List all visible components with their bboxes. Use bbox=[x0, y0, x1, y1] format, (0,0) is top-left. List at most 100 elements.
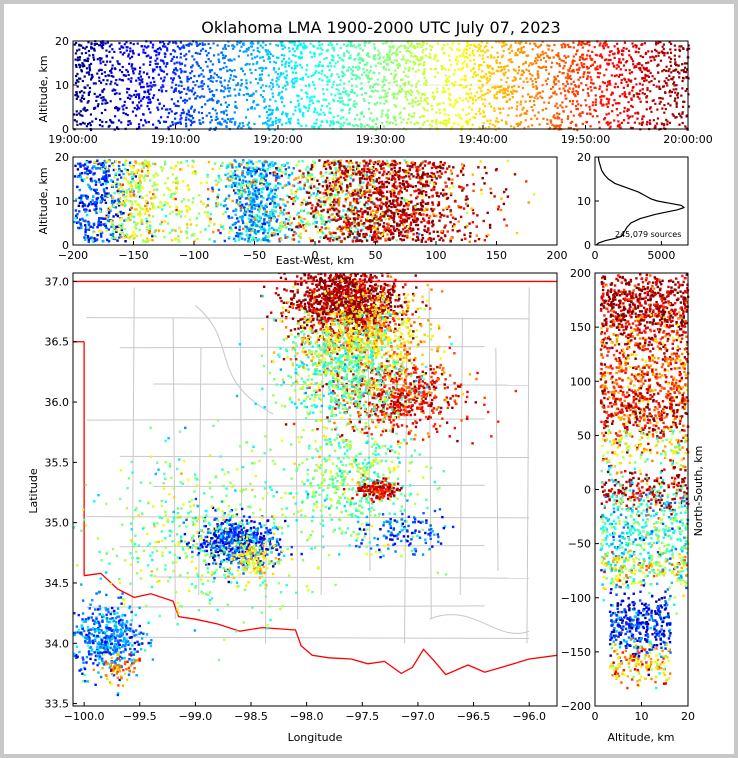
altitude-ew-source bbox=[132, 164, 135, 168]
altitude-time-source bbox=[462, 52, 465, 55]
x-tick-label: 19:50:00 bbox=[561, 133, 610, 146]
altitude-time-source bbox=[217, 100, 220, 103]
altitude-ew-source bbox=[137, 190, 140, 194]
altitude-ew-source bbox=[121, 203, 124, 206]
altitude-time-source bbox=[183, 98, 186, 101]
altitude-time-source bbox=[395, 80, 398, 83]
altitude-time-source bbox=[464, 79, 467, 82]
altitude-ew-source bbox=[409, 213, 412, 217]
altitude-time-source bbox=[171, 57, 174, 61]
altitude-ew-source bbox=[215, 205, 218, 208]
altitude-time-source bbox=[256, 61, 259, 64]
altitude-time-source bbox=[222, 54, 225, 57]
altitude-time-source bbox=[174, 67, 177, 70]
altitude-time-source bbox=[118, 63, 121, 66]
altitude-time-source bbox=[669, 51, 673, 54]
altitude-time-source bbox=[547, 72, 551, 75]
altitude-time-source bbox=[391, 93, 394, 96]
altitude-time-source bbox=[213, 72, 216, 75]
altitude-time-source bbox=[278, 92, 281, 95]
altitude-time-source bbox=[186, 75, 189, 78]
altitude-time-source bbox=[666, 120, 669, 123]
altitude-time-source bbox=[475, 91, 479, 94]
altitude-time-source bbox=[583, 58, 586, 61]
altitude-time-source bbox=[134, 95, 138, 99]
altitude-time-source bbox=[450, 48, 454, 51]
altitude-time-source bbox=[404, 95, 407, 99]
altitude-time-source bbox=[396, 92, 399, 95]
altitude-time-source bbox=[389, 48, 392, 51]
altitude-time-source bbox=[293, 67, 296, 70]
altitude-time-source bbox=[166, 49, 169, 52]
altitude-time-source bbox=[150, 85, 153, 88]
altitude-time-source bbox=[500, 78, 503, 81]
altitude-time-source bbox=[480, 90, 483, 93]
altitude-time-source bbox=[423, 70, 426, 73]
altitude-time-source bbox=[80, 44, 83, 47]
altitude-time-source bbox=[74, 64, 78, 67]
altitude-time-source bbox=[189, 71, 192, 75]
altitude-ew-source bbox=[320, 175, 323, 178]
altitude-time-source bbox=[100, 41, 103, 44]
x-tick-label: 19:10:00 bbox=[151, 133, 200, 146]
altitude-time-source bbox=[577, 68, 581, 71]
altitude-time-source bbox=[233, 88, 236, 91]
altitude-ew-source bbox=[74, 209, 78, 212]
altitude-time-source bbox=[351, 124, 354, 127]
altitude-ew-source bbox=[252, 228, 255, 232]
altitude-time-source bbox=[275, 106, 279, 109]
altitude-time-source bbox=[441, 67, 444, 71]
altitude-time-source bbox=[636, 117, 639, 120]
altitude-time-source bbox=[430, 125, 434, 128]
altitude-time-source bbox=[245, 47, 248, 51]
altitude-time-source bbox=[190, 89, 193, 92]
altitude-time-source bbox=[374, 64, 377, 67]
altitude-time-source bbox=[90, 128, 93, 132]
altitude-ew-source bbox=[241, 221, 245, 225]
altitude-time-source bbox=[598, 54, 602, 58]
altitude-ew-source bbox=[85, 208, 88, 212]
altitude-time-source bbox=[678, 48, 681, 51]
altitude-ew-source bbox=[87, 183, 90, 187]
altitude-time-source bbox=[533, 96, 536, 99]
altitude-ew-source bbox=[279, 222, 283, 226]
altitude-time-source bbox=[383, 102, 386, 105]
altitude-time-source bbox=[141, 97, 144, 100]
altitude-time-source bbox=[280, 95, 283, 98]
altitude-time-source bbox=[439, 122, 442, 125]
altitude-time-source bbox=[502, 72, 505, 75]
altitude-ew-source bbox=[304, 168, 308, 171]
altitude-time-source bbox=[290, 60, 293, 63]
altitude-time-source bbox=[291, 85, 294, 88]
altitude-ew-source bbox=[373, 213, 376, 217]
altitude-time-source bbox=[265, 66, 268, 70]
altitude-time-source bbox=[647, 50, 650, 53]
altitude-time-source bbox=[183, 87, 186, 91]
altitude-time-source bbox=[78, 58, 81, 61]
altitude-time-source bbox=[562, 72, 565, 75]
altitude-time-source bbox=[544, 51, 547, 55]
altitude-time-source bbox=[144, 51, 147, 55]
altitude-ew-source bbox=[132, 179, 135, 182]
altitude-time-source bbox=[254, 77, 258, 81]
altitude-time-source bbox=[610, 50, 613, 53]
altitude-time-source bbox=[397, 62, 400, 66]
altitude-time-source bbox=[91, 120, 94, 123]
altitude-ew-source bbox=[112, 225, 116, 228]
altitude-ew-source bbox=[430, 221, 434, 224]
altitude-time-source bbox=[419, 56, 423, 59]
altitude-time-source bbox=[402, 58, 405, 61]
altitude-time-source bbox=[180, 116, 183, 120]
altitude-ew-source bbox=[161, 229, 165, 233]
altitude-time-source bbox=[253, 56, 257, 59]
altitude-time-source bbox=[630, 79, 633, 82]
altitude-time-source bbox=[665, 82, 668, 85]
altitude-ew-source bbox=[180, 210, 183, 213]
altitude-time-source bbox=[151, 68, 155, 71]
altitude-time-source bbox=[456, 60, 460, 63]
altitude-time-source bbox=[154, 62, 157, 65]
altitude-time-source bbox=[347, 66, 351, 69]
altitude-time-source bbox=[562, 110, 565, 113]
altitude-time-source bbox=[116, 60, 119, 63]
altitude-time-source bbox=[396, 66, 399, 70]
